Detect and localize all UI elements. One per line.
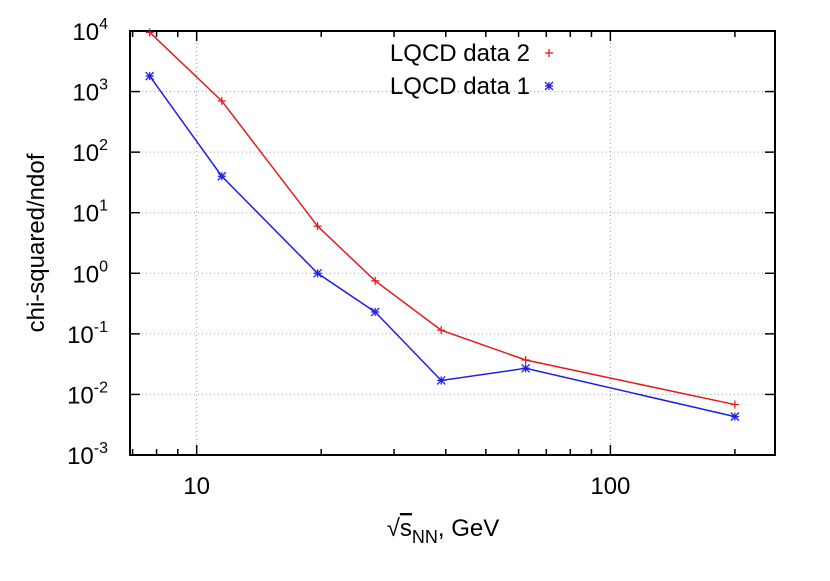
y-tick-label: 102	[72, 137, 108, 167]
series-line-lqcd-data-1	[149, 75, 736, 418]
y-tick-label-base: 10	[67, 443, 94, 470]
y-tick-label-exponent: -3	[94, 440, 108, 457]
data-series	[145, 28, 740, 422]
y-tick-label-base: 10	[72, 19, 99, 46]
y-tick-label: 10-3	[67, 440, 108, 470]
x-axis-title-subscript: NN	[412, 527, 438, 547]
grid-lines	[130, 31, 775, 455]
y-tick-label: 10-2	[67, 379, 108, 409]
data-point-lqcd-data-2	[730, 400, 739, 409]
data-point-lqcd-data-1	[145, 71, 155, 81]
data-point-lqcd-data-1	[436, 376, 446, 385]
legend-label: LQCD data 2	[390, 40, 530, 67]
legend-marker	[545, 49, 553, 57]
y-tick-label: 103	[72, 77, 108, 107]
x-tick-label: 100	[590, 473, 630, 500]
data-point-lqcd-data-2	[313, 222, 322, 231]
data-point-lqcd-data-2	[521, 356, 530, 365]
y-tick-label-exponent: 0	[99, 258, 108, 275]
data-point-lqcd-data-2	[217, 96, 226, 105]
data-point-lqcd-data-1	[313, 268, 323, 278]
data-point-lqcd-data-2	[371, 276, 380, 285]
y-tick-label-base: 10	[72, 80, 99, 107]
plot-frame	[129, 30, 776, 456]
y-tick-label-base: 10	[67, 382, 94, 409]
x-axis-title-root: √	[387, 515, 401, 542]
data-point-lqcd-data-1	[370, 307, 380, 317]
y-tick-label: 100	[72, 258, 108, 288]
y-tick-label: 10-1	[67, 319, 108, 349]
x-tick-label: 10	[183, 473, 210, 500]
y-tick-label-base: 10	[67, 322, 94, 349]
y-tick-label-base: 10	[72, 140, 99, 167]
y-tick-label-exponent: 1	[99, 198, 108, 215]
y-tick-label: 101	[72, 198, 108, 228]
y-tick-label-base: 10	[72, 201, 99, 228]
legend-marker	[544, 81, 554, 91]
legend: LQCD data 2 LQCD data 1	[390, 40, 554, 100]
y-tick-label-exponent: -2	[94, 379, 108, 396]
data-point-lqcd-data-2	[145, 28, 154, 37]
y-tick-label-base: 10	[72, 261, 99, 288]
data-point-lqcd-data-1	[521, 363, 531, 373]
x-axis-title-main: s	[400, 515, 412, 542]
data-point-lqcd-data-1	[730, 412, 740, 422]
legend-label: LQCD data 1	[390, 73, 530, 100]
y-axis-title: chi-squared/ndof	[23, 153, 50, 332]
y-tick-label: 104	[72, 16, 108, 46]
x-axis-title: √sNN, GeV	[387, 515, 500, 547]
y-tick-label-exponent: -1	[94, 319, 108, 336]
y-tick-label-exponent: 2	[99, 137, 108, 154]
y-tick-label-exponent: 3	[99, 77, 108, 94]
y-tick-label-exponent: 4	[99, 16, 108, 33]
data-point-lqcd-data-1	[217, 171, 227, 181]
x-axis-title-suffix: , GeV	[438, 515, 499, 542]
data-point-lqcd-data-2	[437, 326, 446, 335]
